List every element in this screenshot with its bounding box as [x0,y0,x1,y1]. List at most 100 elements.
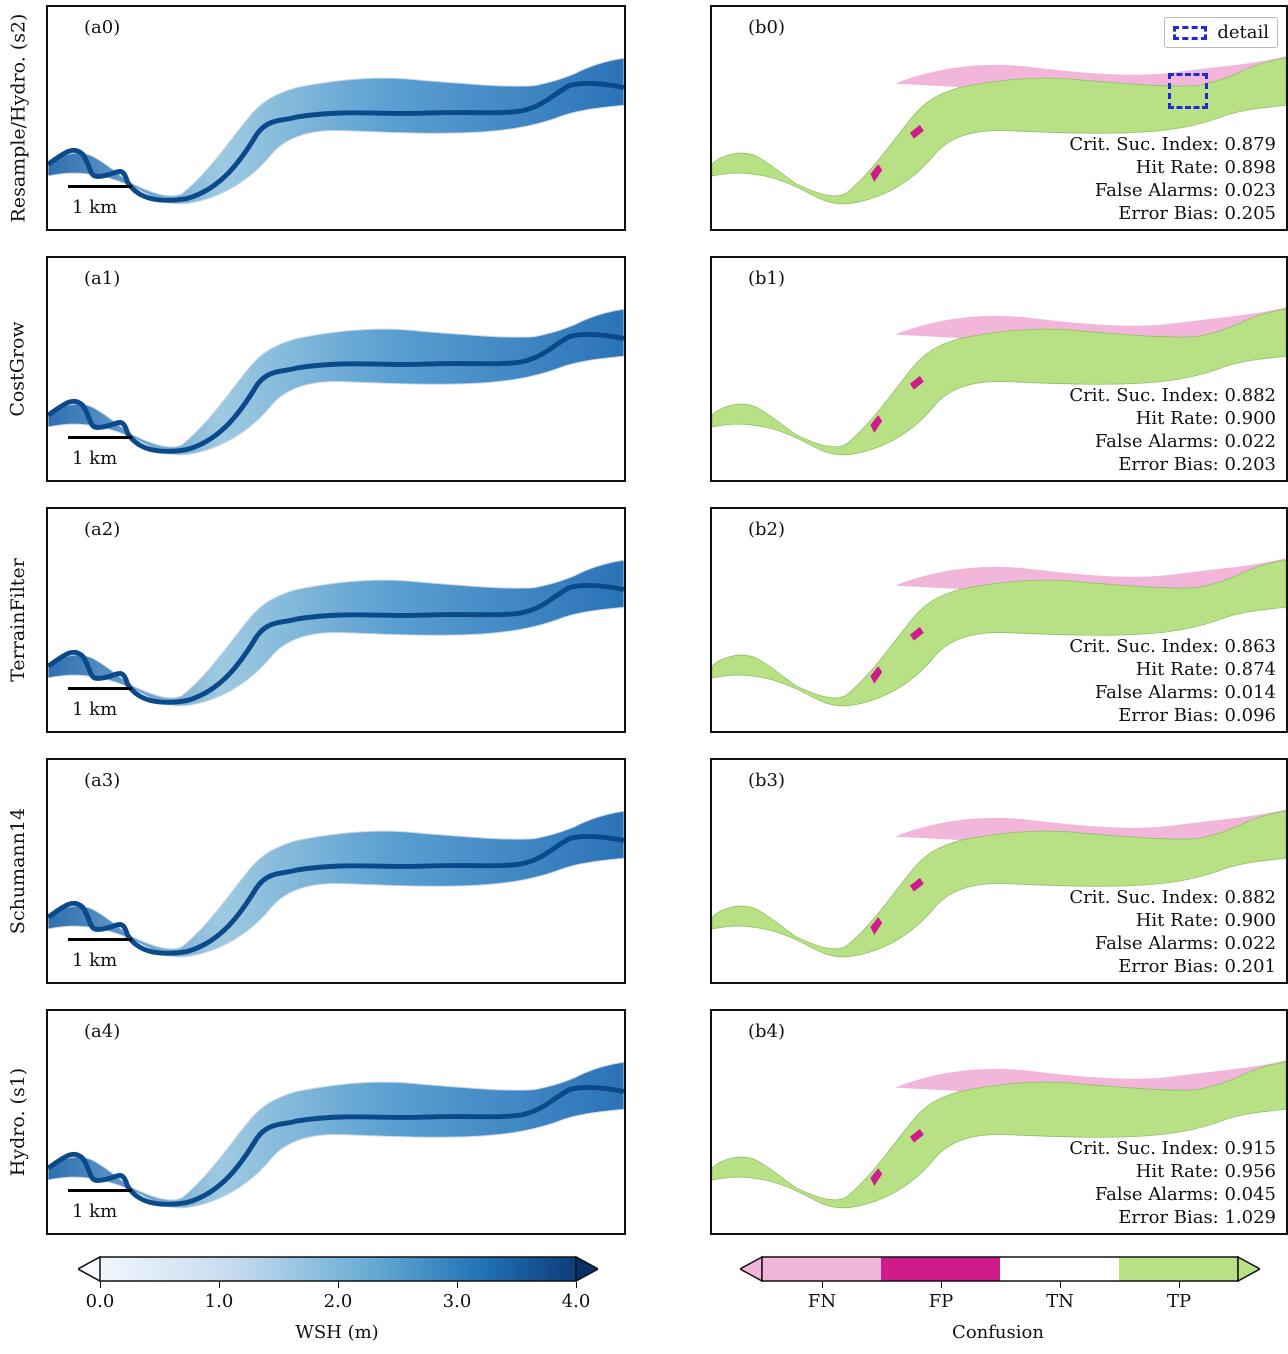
scale-bar [68,938,132,941]
wsh-map-panel: (a3) 1 km [46,758,626,984]
row-label: Resample/Hydro. (s2) [0,5,36,231]
river-channel [48,833,624,956]
confusion-map-panel: (b4) Crit. Suc. Index: 0.915 Hit Rate: 0.9… [710,1009,1288,1235]
confusion-map-graphic [712,1060,1286,1209]
metric-fa: False Alarms: 0.045 [1094,1184,1276,1205]
metric-csi: Crit. Suc. Index: 0.863 [1069,636,1276,657]
scale-label: 1 km [72,699,118,720]
panel-label: (a2) [84,519,121,540]
metric-hit: Hit Rate: 0.900 [1135,408,1276,429]
confusion-map-panel: (b2) Crit. Suc. Index: 0.863 Hit Rate: 0.8… [710,507,1288,733]
row-label-text: Resample/Hydro. (s2) [7,13,29,223]
detail-legend: detail [1164,17,1278,48]
panel-label: (b3) [748,770,786,791]
metric-hit: Hit Rate: 0.956 [1135,1161,1276,1182]
wsh-tick-label: 3.0 [442,1291,472,1312]
metric-hit: Hit Rate: 0.898 [1135,157,1276,178]
row-label-text: Hydro. (s1) [7,1067,29,1177]
confusion-tick-mark [822,1282,823,1288]
panel-label: (a4) [84,1021,121,1042]
false-positive-area [870,1168,883,1186]
panel-label: (a1) [84,268,121,289]
detail-legend-label: detail [1217,22,1269,43]
metric-fa: False Alarms: 0.023 [1094,180,1276,201]
wsh-map-graphic [48,810,624,958]
metric-fa: False Alarms: 0.022 [1094,933,1276,954]
wsh-map-graphic [48,559,624,707]
flood-extent [48,57,624,205]
metrics-block: Crit. Suc. Index: 0.863 Hit Rate: 0.874 Fa… [1069,635,1276,727]
false-positive-area [870,666,883,684]
false-positive-area [909,1128,924,1143]
wsh-tick-label: 4.0 [561,1291,591,1312]
false-positive-area [909,375,924,390]
metric-fa: False Alarms: 0.014 [1094,682,1276,703]
wsh-tick-mark [457,1282,458,1288]
wsh-map-graphic [48,1061,624,1209]
metric-hit: Hit Rate: 0.874 [1135,659,1276,680]
wsh-map-panel: (a0) 1 km [46,5,626,231]
metric-eb: Error Bias: 1.029 [1118,1207,1276,1228]
row-label: Schumann14 [0,758,36,984]
metrics-block: Crit. Suc. Index: 0.882 Hit Rate: 0.900 Fa… [1069,384,1276,476]
confusion-map-graphic [712,558,1286,707]
true-positive-area [712,57,1286,205]
scale-bar [68,436,132,439]
wsh-tick-label: 1.0 [204,1291,234,1312]
row-label-text: TerrainFilter [7,558,30,682]
detail-legend-swatch [1173,25,1208,40]
metric-eb: Error Bias: 0.203 [1118,454,1276,475]
true-positive-area [712,559,1286,707]
scale-label: 1 km [72,448,118,469]
metric-fa: False Alarms: 0.022 [1094,431,1276,452]
confusion-map-graphic [712,809,1286,958]
confusion-tick-mark [1060,1282,1061,1288]
wsh-colorbar-title: WSH (m) [295,1322,379,1343]
confusion-map-graphic [712,307,1286,456]
true-positive-area [712,308,1286,456]
river-channel [48,582,624,705]
panel-label: (b2) [748,519,786,540]
wsh-tick-mark [219,1282,220,1288]
confusion-tick-mark [941,1282,942,1288]
confusion-map-panel: (b0) Crit. Suc. Index: 0.879 Hit Rate: 0.8… [710,5,1288,231]
metric-csi: Crit. Suc. Index: 0.882 [1069,887,1276,908]
confusion-map-panel: (b3) Crit. Suc. Index: 0.882 Hit Rate: 0.9… [710,758,1288,984]
scale-bar [68,687,132,690]
flood-extent [48,810,624,958]
wsh-tick-mark [576,1282,577,1288]
row-label: CostGrow [0,256,36,482]
panel-label: (b0) [748,17,786,38]
metric-hit: Hit Rate: 0.900 [1135,910,1276,931]
false-positive-area [870,917,883,935]
scale-bar [68,185,132,188]
metric-csi: Crit. Suc. Index: 0.915 [1069,1138,1276,1159]
false-positive-area [909,626,924,641]
confusion-tick-mark [1179,1282,1180,1288]
panel-label: (b4) [748,1021,786,1042]
wsh-map-panel: (a2) 1 km [46,507,626,733]
false-positive-area [870,415,883,433]
wsh-colorbar [76,1255,600,1283]
false-positive-area [909,124,924,139]
metric-eb: Error Bias: 0.205 [1118,203,1276,224]
row-label: TerrainFilter [0,507,36,733]
flood-extent [48,559,624,707]
false-positive-area [909,877,924,892]
wsh-tick-label: 2.0 [323,1291,353,1312]
metric-eb: Error Bias: 0.096 [1118,705,1276,726]
wsh-map-panel: (a1) 1 km [46,256,626,482]
confusion-colorbar [738,1255,1262,1283]
river-channel [48,1084,624,1207]
confusion-map-panel: (b1) Crit. Suc. Index: 0.882 Hit Rate: 0.9… [710,256,1288,482]
metric-eb: Error Bias: 0.201 [1118,956,1276,977]
wsh-tick-mark [100,1282,101,1288]
metrics-block: Crit. Suc. Index: 0.879 Hit Rate: 0.898 Fa… [1069,133,1276,225]
wsh-map-panel: (a4) 1 km [46,1009,626,1235]
panel-label: (a3) [84,770,121,791]
flood-extent [48,308,624,456]
row-label: Hydro. (s1) [0,1009,36,1235]
metric-csi: Crit. Suc. Index: 0.882 [1069,385,1276,406]
wsh-map-graphic [48,57,624,205]
scale-label: 1 km [72,1201,118,1222]
